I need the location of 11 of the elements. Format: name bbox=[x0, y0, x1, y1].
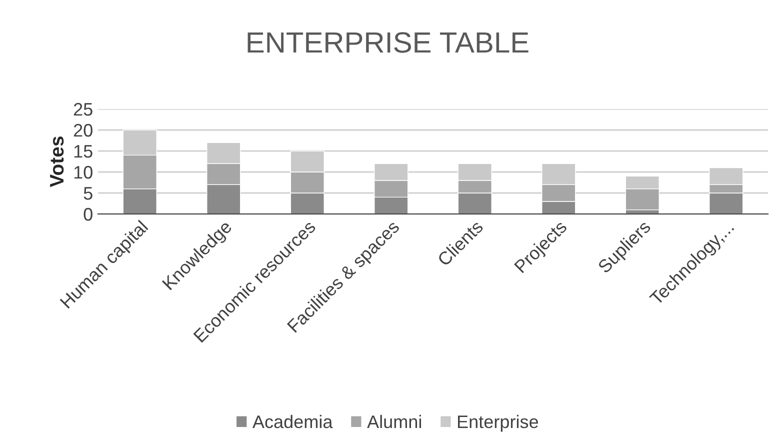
y-tick-label: 0 bbox=[84, 208, 92, 221]
y-tick-label: 5 bbox=[84, 187, 92, 200]
y-tick-label: 10 bbox=[74, 166, 92, 179]
y-tick-label: 25 bbox=[74, 102, 92, 116]
y-tick-label: 20 bbox=[74, 124, 92, 137]
y-tick-label: 15 bbox=[74, 145, 92, 158]
legend-label: Academia bbox=[252, 414, 333, 428]
chart-title: ENTERPRISE TABLE bbox=[248, 32, 528, 53]
legend-label: Enterprise bbox=[458, 414, 538, 432]
legend-label: Alumni bbox=[367, 414, 422, 428]
y-axis-title: Votes bbox=[50, 136, 64, 188]
